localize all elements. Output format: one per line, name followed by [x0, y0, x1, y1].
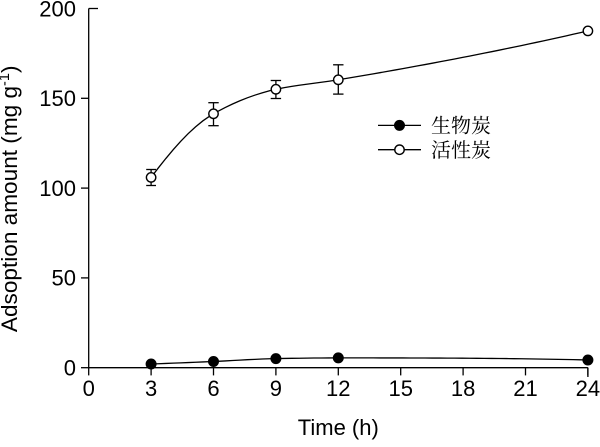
svg-text:100: 100	[39, 176, 76, 201]
svg-text:150: 150	[39, 86, 76, 111]
svg-text:24: 24	[576, 376, 600, 401]
svg-text:Time (h): Time (h)	[298, 415, 379, 440]
svg-text:3: 3	[145, 376, 157, 401]
svg-text:9: 9	[270, 376, 282, 401]
svg-text:200: 200	[39, 0, 76, 21]
svg-text:6: 6	[207, 376, 219, 401]
svg-text:21: 21	[513, 376, 537, 401]
svg-text:活性炭: 活性炭	[431, 134, 491, 163]
svg-text:Adsoption amount (mg g-1): Adsoption amount (mg g-1)	[0, 65, 22, 332]
svg-text:0: 0	[83, 376, 95, 401]
svg-text:12: 12	[326, 376, 350, 401]
svg-text:0: 0	[64, 356, 76, 381]
svg-text:15: 15	[388, 376, 412, 401]
svg-text:18: 18	[451, 376, 475, 401]
svg-text:50: 50	[52, 266, 76, 291]
